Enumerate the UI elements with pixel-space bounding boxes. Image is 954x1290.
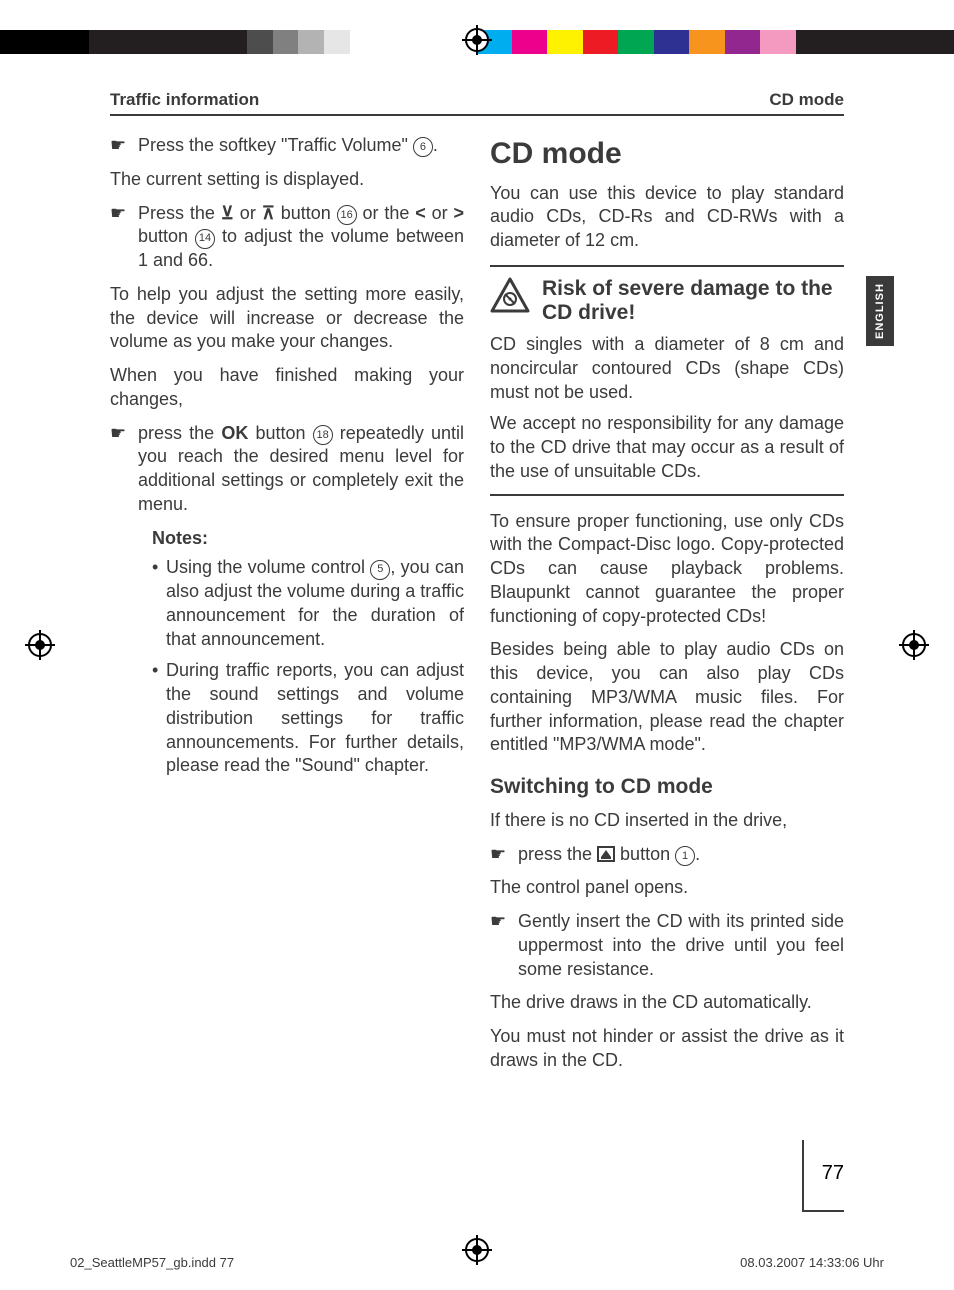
print-footer: 02_SeattleMP57_gb.indd 77 08.03.2007 14:… [70,1255,884,1270]
pointer-icon: ☛ [490,843,518,867]
bullet-icon: • [152,659,166,778]
bullet-icon: • [152,556,166,651]
body-text: You can use this device to play standard… [490,182,844,253]
ref-14: 14 [195,229,215,249]
body-text: The current setting is displayed. [110,168,464,192]
eject-icon [597,846,615,862]
warning-box: Risk of severe damage to the CD drive! C… [490,265,844,496]
cd-mode-heading: CD mode [490,134,844,174]
warning-icon [490,277,530,320]
page-rule [802,1210,844,1212]
notes-heading: Notes: [152,527,464,551]
ref-18: 18 [313,425,333,445]
ref-6: 6 [413,137,433,157]
body-text: When you have finished making your chang… [110,364,464,412]
page-number: 77 [822,1162,844,1185]
registration-mark-left [28,633,52,657]
ref-16: 16 [337,205,357,225]
page-content: Traffic information CD mode ☛ Press the … [110,90,844,1083]
body-text: The control panel opens. [490,876,844,900]
body-text: To help you adjust the setting more easi… [110,283,464,354]
registration-mark-top [465,28,489,52]
switching-heading: Switching to CD mode [490,773,844,801]
left-column: ☛ Press the softkey "Traffic Volume" 6. … [110,134,464,1083]
ref-1: 1 [675,846,695,866]
footer-file: 02_SeattleMP57_gb.indd 77 [70,1255,234,1270]
ref-5: 5 [370,560,390,580]
pointer-icon: ☛ [110,134,138,158]
body-text: The drive draws in the CD automatically. [490,991,844,1015]
warning-title: Risk of severe damage to the CD drive! [542,277,844,325]
warning-text: We accept no responsibility for any dama… [490,412,844,483]
header-right: CD mode [769,90,844,110]
pointer-icon: ☛ [110,202,138,273]
right-column: CD mode You can use this device to play … [490,134,844,1083]
body-text: To ensure proper functioning, use only C… [490,510,844,629]
body-text: Besides being able to play audio CDs on … [490,638,844,757]
pointer-icon: ☛ [110,422,138,517]
footer-timestamp: 08.03.2007 14:33:06 Uhr [740,1255,884,1270]
page-rule [802,1140,804,1210]
body-text: If there is no CD inserted in the drive, [490,809,844,833]
language-tab: ENGLISH [866,276,894,346]
page-header: Traffic information CD mode [110,90,844,116]
body-text: You must not hinder or assist the drive … [490,1025,844,1073]
registration-mark-right [902,633,926,657]
pointer-icon: ☛ [490,910,518,981]
warning-text: CD singles with a diameter of 8 cm and n… [490,333,844,404]
header-left: Traffic information [110,90,259,110]
